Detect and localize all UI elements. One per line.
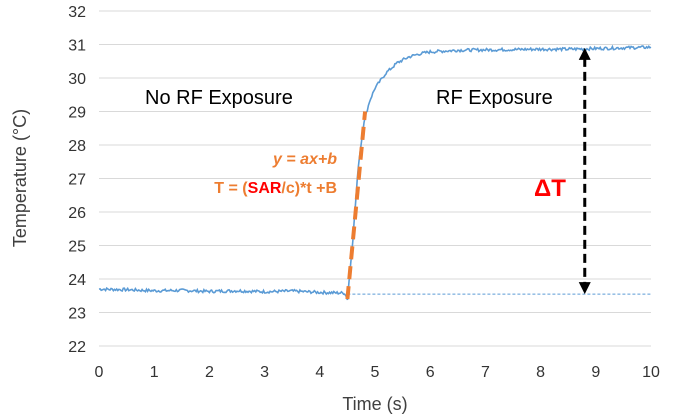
x-tick-label-6: 6: [426, 364, 435, 381]
y-tick-label-29: 29: [68, 105, 86, 122]
y-axis-title: Temperature (°C): [10, 109, 30, 247]
x-tick-label-5: 5: [371, 364, 380, 381]
x-tick-label-8: 8: [536, 364, 545, 381]
linear-fit-line: [345, 111, 368, 300]
eq-suffix: /c)*t +B: [281, 180, 337, 197]
y-tick-label-22: 22: [68, 339, 86, 356]
y-tick-label-30: 30: [68, 71, 86, 88]
delta-t-label: ΔT: [534, 175, 566, 202]
x-tick-label-0: 0: [95, 364, 104, 381]
delta-t-arrowhead-bottom: [578, 282, 591, 295]
x-tick-label-2: 2: [205, 364, 214, 381]
temperature-series-line: [98, 44, 652, 301]
x-axis-title: Time (s): [342, 394, 407, 414]
x-tick-label-1: 1: [150, 364, 159, 381]
eq-sar: SAR: [248, 180, 282, 197]
x-tick-label-7: 7: [481, 364, 490, 381]
x-tick-label-4: 4: [315, 364, 324, 381]
fit-equation-line2: T = (SAR/c)*t +B: [214, 180, 337, 197]
rf-exposure-label: RF Exposure: [436, 87, 553, 109]
x-tick-label-3: 3: [260, 364, 269, 381]
y-tick-label-26: 26: [68, 205, 86, 222]
x-tick-label-10: 10: [642, 364, 660, 381]
y-tick-label-31: 31: [68, 38, 86, 55]
series-layer: [98, 44, 652, 301]
y-tick-label-25: 25: [68, 239, 86, 256]
y-tick-label-28: 28: [68, 138, 86, 155]
delta-t-arrowhead-top: [578, 47, 591, 60]
fit-equation-line1: y = ax+b: [272, 151, 337, 168]
no-rf-exposure-label: No RF Exposure: [145, 87, 293, 109]
y-tick-label-27: 27: [68, 172, 86, 189]
y-tick-label-32: 32: [68, 4, 86, 21]
x-tick-labels: 0 1 2 3 4 5 6 7 8 9 10: [95, 364, 660, 381]
y-tick-labels: 22 23 24 25 26 27 28 29 30 31 32: [68, 4, 86, 356]
y-tick-label-24: 24: [68, 272, 86, 289]
y-tick-label-23: 23: [68, 306, 86, 323]
eq-prefix: T = (: [214, 180, 248, 197]
x-tick-label-9: 9: [591, 364, 600, 381]
gridlines: [99, 10, 651, 347]
